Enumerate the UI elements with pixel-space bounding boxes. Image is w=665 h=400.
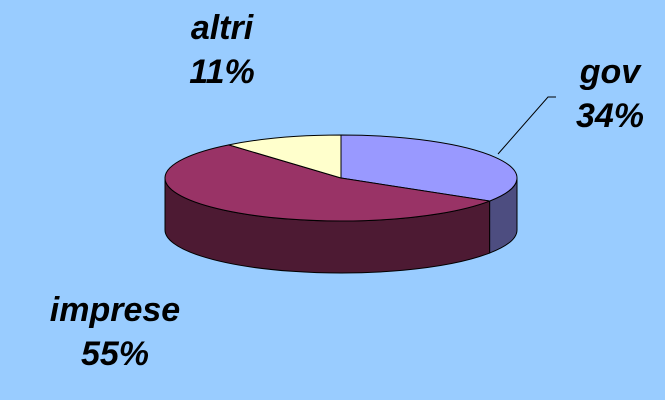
slice-name-imprese: imprese — [49, 291, 181, 329]
slice-name-altri: altri — [190, 9, 254, 47]
slice-name-gov: gov — [579, 53, 641, 91]
slice-label-imprese: imprese 55% — [20, 288, 210, 376]
slice-pct-imprese: 55% — [80, 335, 150, 373]
slice-altri — [228, 134, 342, 179]
slice-label-gov: gov 34% — [560, 50, 660, 138]
slice-pct-altri: 11% — [189, 53, 255, 91]
gov-leader-line — [497, 96, 556, 155]
slice-pct-gov: 34% — [575, 97, 645, 135]
slice-label-altri: altri 11% — [172, 6, 272, 94]
pie-tops — [164, 134, 518, 222]
slice-imprese — [164, 144, 492, 222]
pie-sides — [164, 177, 518, 274]
